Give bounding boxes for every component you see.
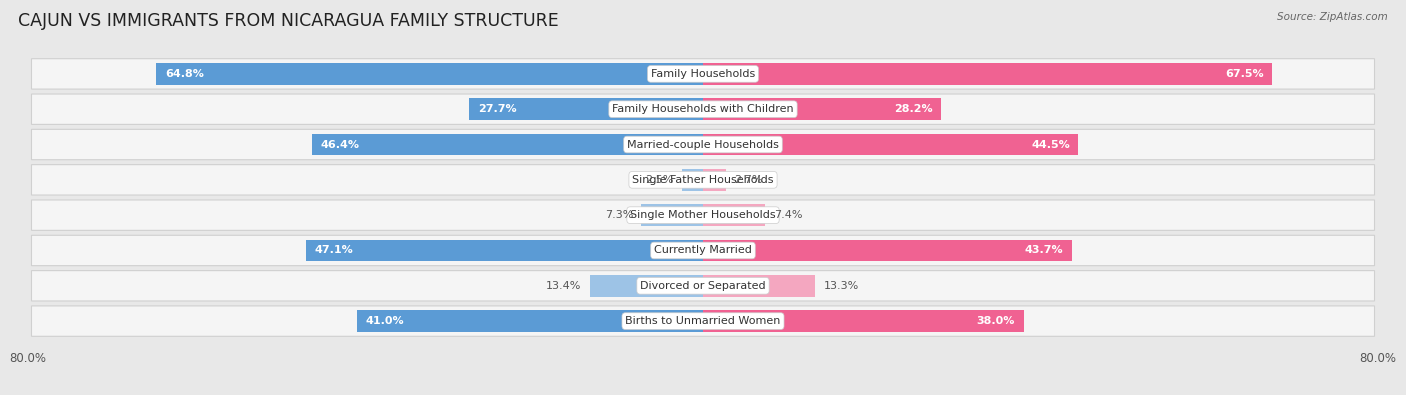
Bar — [591, 275, 703, 297]
Text: 43.7%: 43.7% — [1025, 245, 1063, 256]
Text: 44.5%: 44.5% — [1031, 139, 1070, 150]
Text: 7.4%: 7.4% — [773, 210, 803, 220]
Text: 41.0%: 41.0% — [366, 316, 404, 326]
Text: Births to Unmarried Women: Births to Unmarried Women — [626, 316, 780, 326]
Bar — [312, 134, 703, 156]
FancyBboxPatch shape — [31, 129, 1375, 160]
Text: 2.7%: 2.7% — [734, 175, 762, 185]
Bar — [682, 169, 703, 191]
Text: 2.5%: 2.5% — [645, 175, 673, 185]
Text: 38.0%: 38.0% — [977, 316, 1015, 326]
Text: 67.5%: 67.5% — [1226, 69, 1264, 79]
Text: CAJUN VS IMMIGRANTS FROM NICARAGUA FAMILY STRUCTURE: CAJUN VS IMMIGRANTS FROM NICARAGUA FAMIL… — [18, 12, 560, 30]
Text: Single Mother Households: Single Mother Households — [630, 210, 776, 220]
Text: 47.1%: 47.1% — [314, 245, 353, 256]
Bar — [641, 204, 703, 226]
Text: Source: ZipAtlas.com: Source: ZipAtlas.com — [1277, 12, 1388, 22]
Bar — [703, 204, 765, 226]
Text: 46.4%: 46.4% — [321, 139, 359, 150]
FancyBboxPatch shape — [31, 306, 1375, 336]
Text: Family Households with Children: Family Households with Children — [612, 104, 794, 114]
Text: Family Households: Family Households — [651, 69, 755, 79]
FancyBboxPatch shape — [31, 235, 1375, 266]
FancyBboxPatch shape — [31, 59, 1375, 89]
Bar — [703, 169, 725, 191]
Text: 7.3%: 7.3% — [605, 210, 633, 220]
Bar — [156, 63, 703, 85]
Bar — [703, 239, 1071, 261]
Bar — [357, 310, 703, 332]
Bar — [703, 310, 1024, 332]
Text: 13.3%: 13.3% — [824, 281, 859, 291]
Bar — [703, 63, 1272, 85]
Bar — [305, 239, 703, 261]
Text: Single Father Households: Single Father Households — [633, 175, 773, 185]
Text: Married-couple Households: Married-couple Households — [627, 139, 779, 150]
Text: 28.2%: 28.2% — [894, 104, 932, 114]
Bar — [470, 98, 703, 120]
Text: 13.4%: 13.4% — [546, 281, 582, 291]
Bar — [703, 98, 941, 120]
FancyBboxPatch shape — [31, 94, 1375, 124]
Text: 27.7%: 27.7% — [478, 104, 516, 114]
Text: Divorced or Separated: Divorced or Separated — [640, 281, 766, 291]
Bar — [703, 275, 815, 297]
FancyBboxPatch shape — [31, 200, 1375, 230]
Text: 64.8%: 64.8% — [165, 69, 204, 79]
Text: Currently Married: Currently Married — [654, 245, 752, 256]
FancyBboxPatch shape — [31, 271, 1375, 301]
FancyBboxPatch shape — [31, 165, 1375, 195]
Bar — [703, 134, 1078, 156]
